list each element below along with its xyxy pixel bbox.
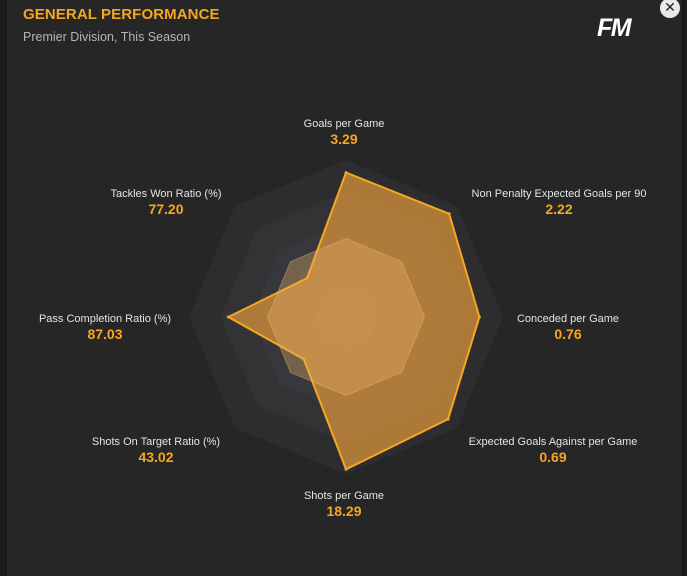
metric-name: Pass Completion Ratio (%): [38, 313, 172, 325]
metric-name: Tackles Won Ratio (%): [110, 188, 222, 200]
metric-value: 3.29: [330, 131, 358, 147]
general-performance-panel: GENERAL PERFORMANCE Premier Division, Th…: [6, 0, 683, 576]
fm-logo: FM: [597, 14, 632, 42]
radar-chart: [189, 160, 503, 474]
metric-label: Expected Goals Against per Game 0.69: [469, 436, 638, 465]
close-icon: ✕: [664, 0, 676, 16]
radar-data-marks: [226, 171, 481, 471]
metric-label: Shots On Target Ratio (%) 43.02: [92, 436, 220, 465]
panel-subtitle: Premier Division, This Season: [23, 30, 191, 44]
metric-name: Expected Goals Against per Game: [468, 436, 638, 448]
radar-point: [446, 417, 450, 421]
radar-average-polygon: [266, 237, 426, 397]
metric-label: Tackles Won Ratio (%) 77.20: [110, 188, 221, 217]
metric-value: 0.69: [539, 449, 567, 465]
metric-label: Goals per Game 3.29: [304, 118, 385, 147]
metric-name: Conceded per Game: [516, 313, 620, 325]
close-button[interactable]: ✕: [660, 0, 680, 18]
radar-point: [302, 357, 306, 361]
metric-label: Shots per Game 18.29: [304, 490, 384, 519]
metric-name: Shots per Game: [303, 490, 385, 502]
metric-value: 2.22: [545, 201, 573, 217]
metric-name: Non Penalty Expected Goals per 90: [471, 188, 647, 200]
metric-label: Conceded per Game 0.76: [517, 313, 619, 342]
radar-point: [344, 467, 348, 471]
panel-title: GENERAL PERFORMANCE: [23, 6, 220, 23]
metric-value: 18.29: [326, 503, 362, 519]
radar-point: [447, 212, 451, 216]
metric-value: 0.76: [554, 326, 582, 342]
metric-value: 77.20: [148, 201, 184, 217]
metric-label: Pass Completion Ratio (%) 87.03: [39, 313, 171, 342]
radar-point: [477, 315, 481, 319]
radar-point: [344, 171, 348, 175]
radar-point: [226, 315, 230, 319]
radar-point: [305, 276, 309, 280]
metric-name: Shots On Target Ratio (%): [91, 436, 221, 448]
metric-value: 43.02: [138, 449, 174, 465]
metric-label: Non Penalty Expected Goals per 90 2.22: [472, 188, 647, 217]
metric-value: 87.03: [87, 326, 123, 342]
metric-name: Goals per Game: [303, 118, 385, 130]
